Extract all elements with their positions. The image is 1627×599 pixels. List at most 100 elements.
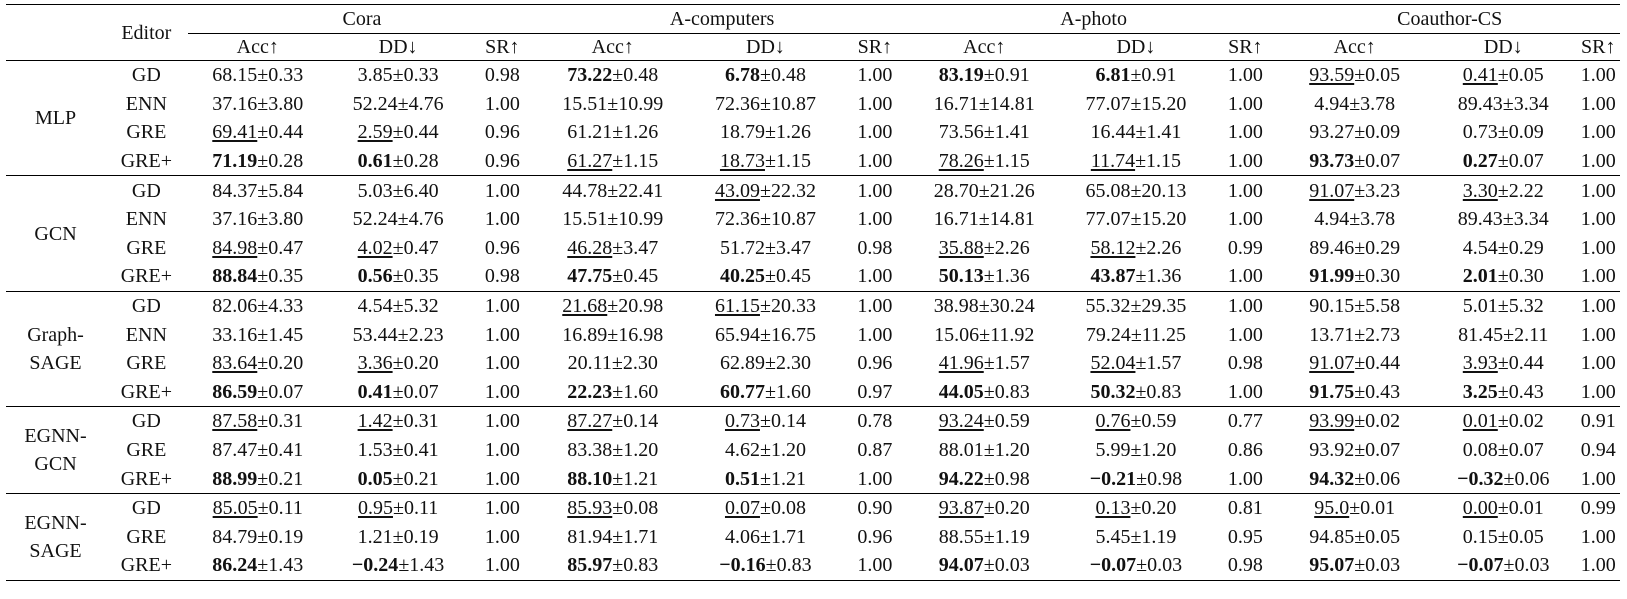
editor-cell: GRE+ bbox=[120, 467, 172, 490]
value-error: ±0.21 bbox=[392, 467, 439, 490]
value-cell-dd: 3.36±0.20 bbox=[328, 349, 468, 378]
value-error: ±0.44 bbox=[1354, 352, 1401, 375]
value-error: ±2.23 bbox=[397, 323, 444, 346]
value-cell-dd: 3.25±0.43 bbox=[1430, 378, 1577, 407]
value-error: ±1.21 bbox=[759, 467, 806, 490]
value-cell-dd: 5.99±1.20 bbox=[1061, 436, 1212, 465]
value-error: ±14.81 bbox=[978, 208, 1035, 231]
value-error: ±0.33 bbox=[257, 64, 304, 87]
value-error: ±1.21 bbox=[612, 467, 659, 490]
value-cell-sr: 1.00 bbox=[468, 492, 537, 523]
value-main: 93.99 bbox=[1309, 410, 1355, 433]
value-error: ±5.32 bbox=[392, 295, 439, 318]
value-cell-sr: 0.98 bbox=[468, 59, 537, 90]
value-cell-acc: 93.99±0.02 bbox=[1279, 406, 1431, 436]
editor-cell: GRE bbox=[126, 525, 167, 548]
value-cell-sr: 1.00 bbox=[841, 59, 908, 90]
value-error: ±16.75 bbox=[759, 323, 816, 346]
header-metric-sr: SR↑ bbox=[857, 36, 893, 58]
value-main: 1.00 bbox=[484, 208, 520, 231]
value-cell-acc: 41.96±1.57 bbox=[908, 349, 1061, 378]
value-main: 1.00 bbox=[857, 265, 893, 288]
value-cell-dd: 58.12±2.26 bbox=[1061, 234, 1212, 263]
value-cell-acc: 93.27±0.09 bbox=[1279, 118, 1430, 147]
value-main: 1.42 bbox=[357, 410, 393, 433]
value-cell-sr: 1.00 bbox=[468, 464, 536, 493]
value-cell-dd: −0.07±0.03 bbox=[1430, 551, 1577, 581]
editor-cell: GRE bbox=[126, 121, 167, 144]
value-cell-sr: 0.77 bbox=[1211, 406, 1280, 436]
value-cell-dd: 2.59±0.44 bbox=[328, 118, 468, 147]
value-main: 28.70 bbox=[933, 179, 979, 202]
model-label: Graph- SAGE bbox=[6, 290, 106, 407]
value-cell-acc: 13.71±2.73 bbox=[1279, 320, 1430, 349]
value-main: 1.00 bbox=[1580, 92, 1616, 115]
value-cell-dd: 77.07±15.20 bbox=[1061, 205, 1212, 234]
value-cell-sr: 1.00 bbox=[1211, 118, 1279, 147]
value-main: 0.73 bbox=[724, 410, 760, 433]
value-error: ±0.06 bbox=[1354, 467, 1401, 490]
value-cell-dd: 4.02±0.47 bbox=[328, 234, 468, 263]
value-main: 37.16 bbox=[212, 208, 258, 231]
value-cell-sr: 1.00 bbox=[1577, 234, 1620, 263]
value-cell-sr: 0.96 bbox=[468, 118, 536, 147]
header-model-corner bbox=[6, 4, 106, 34]
value-cell-sr: 1.00 bbox=[1211, 378, 1279, 407]
value-cell-dd: 4.06±1.71 bbox=[689, 523, 842, 552]
value-main: 4.02 bbox=[357, 236, 393, 259]
value-error: ±0.35 bbox=[392, 265, 439, 288]
header-editor: Editor bbox=[105, 4, 188, 61]
value-error: ±0.01 bbox=[1497, 497, 1544, 520]
value-error: ±4.33 bbox=[257, 295, 304, 318]
value-error: ±2.22 bbox=[1497, 179, 1544, 202]
value-cell-acc: 91.07±0.44 bbox=[1279, 349, 1430, 378]
value-main: 0.96 bbox=[484, 236, 520, 259]
value-main: 94.85 bbox=[1309, 525, 1355, 548]
value-error: ±5.58 bbox=[1354, 295, 1401, 318]
value-error: ±0.05 bbox=[1497, 64, 1544, 87]
value-main: 20.11 bbox=[567, 352, 612, 375]
value-error: ±0.83 bbox=[983, 380, 1030, 403]
value-main: 0.96 bbox=[857, 525, 893, 548]
value-cell-acc: 35.88±2.26 bbox=[908, 234, 1061, 263]
value-cell-acc: 15.51±10.99 bbox=[536, 205, 689, 234]
value-cell-dd: 50.32±0.83 bbox=[1061, 378, 1212, 407]
value-main: 4.54 bbox=[1462, 236, 1498, 259]
table-row: GRE 69.41±0.44 2.59±0.44 0.96 61.21±1.26 18.7… bbox=[6, 118, 1620, 147]
value-main: 0.90 bbox=[857, 497, 893, 520]
value-error: ±0.43 bbox=[1354, 380, 1401, 403]
value-main: 84.37 bbox=[212, 179, 258, 202]
value-main: 93.27 bbox=[1309, 121, 1355, 144]
value-error: ±1.36 bbox=[983, 265, 1030, 288]
value-main: 83.38 bbox=[567, 439, 613, 462]
value-main: 86.24 bbox=[212, 554, 258, 577]
table-row: GRE+ 86.24±1.43 −0.24±1.43 1.00 85.97±0.83 −0… bbox=[6, 551, 1620, 581]
value-cell-acc: 88.55±1.19 bbox=[908, 523, 1061, 552]
value-error: ±3.80 bbox=[257, 208, 304, 231]
value-error: ±10.87 bbox=[759, 208, 816, 231]
value-main: 40.25 bbox=[719, 265, 765, 288]
value-cell-sr: 1.00 bbox=[1577, 262, 1620, 291]
value-cell-acc: 94.85±0.05 bbox=[1279, 523, 1430, 552]
value-main: 1.00 bbox=[1580, 554, 1616, 577]
value-error: ±0.14 bbox=[759, 410, 806, 433]
value-cell-dd: 0.15±0.05 bbox=[1430, 523, 1577, 552]
value-error: ±1.20 bbox=[759, 439, 806, 462]
value-cell-sr: 0.98 bbox=[842, 234, 908, 263]
value-cell-dd: 43.87±1.36 bbox=[1061, 262, 1212, 291]
value-cell-dd: 52.24±4.76 bbox=[328, 205, 468, 234]
table-row: GRE+ 86.59±0.07 0.41±0.07 1.00 22.23±1.60 60.… bbox=[6, 378, 1620, 407]
value-cell-acc: 93.59±0.05 bbox=[1279, 59, 1431, 90]
editor-cell: ENN bbox=[125, 323, 167, 346]
value-cell-dd: 18.79±1.26 bbox=[689, 118, 842, 147]
value-main: 0.96 bbox=[857, 352, 893, 375]
header-metric-dd: DD↓ bbox=[1483, 36, 1523, 58]
value-cell-dd: 6.81±0.91 bbox=[1060, 59, 1212, 90]
value-cell-dd: 0.51±1.21 bbox=[689, 464, 842, 493]
value-error: ±1.36 bbox=[1135, 265, 1182, 288]
value-main: 94.22 bbox=[938, 467, 984, 490]
value-error: ±20.13 bbox=[1130, 179, 1187, 202]
value-cell-sr: 1.00 bbox=[1576, 290, 1620, 321]
value-cell-dd: −0.21±0.98 bbox=[1061, 464, 1212, 493]
value-main: 0.00 bbox=[1462, 497, 1498, 520]
